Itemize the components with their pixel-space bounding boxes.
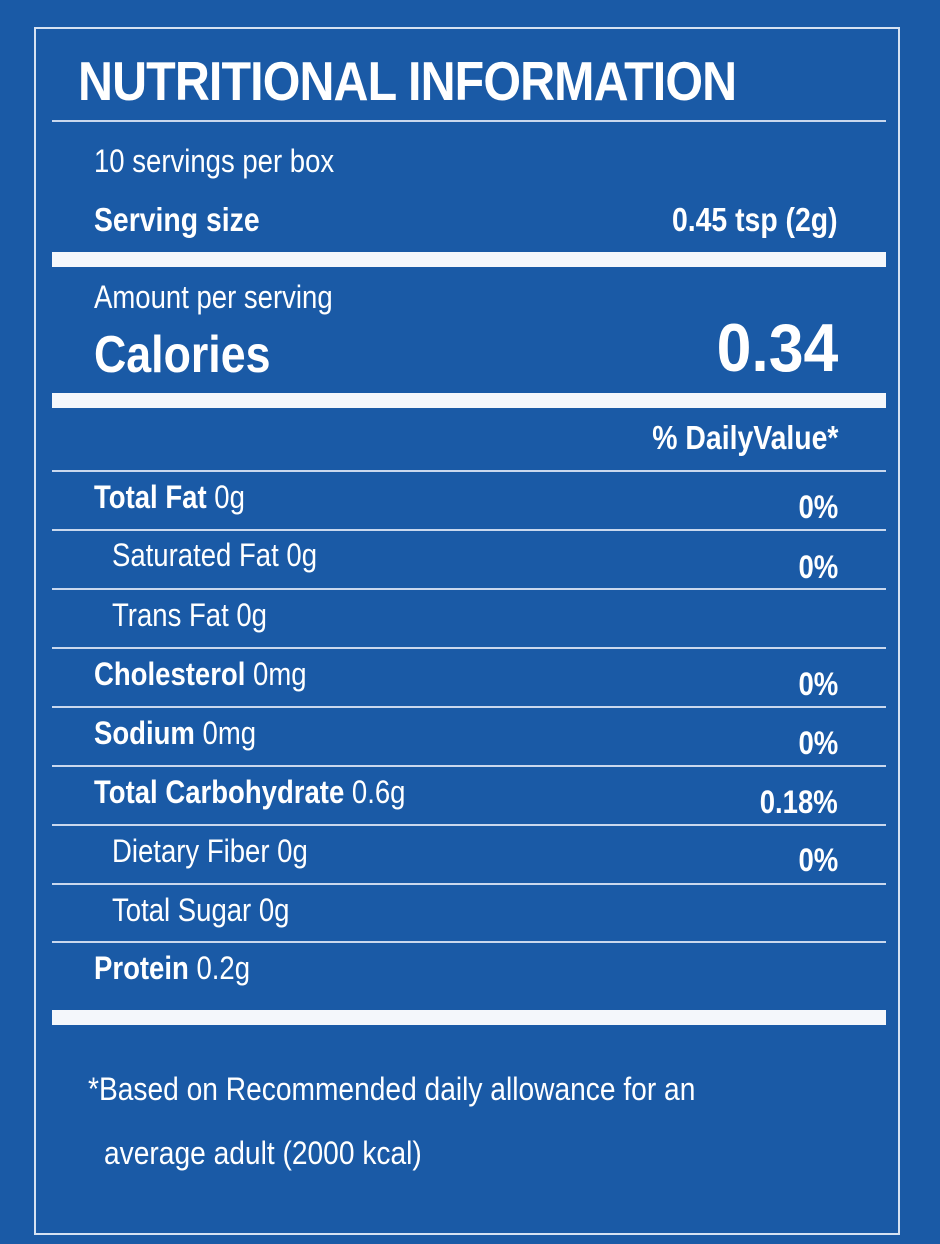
- divider: [52, 120, 886, 122]
- nutrient-dv: 0%: [798, 842, 838, 878]
- servings-per-box: 10 servings per box: [94, 143, 335, 179]
- nutrient-row-total-fat: Total Fat 0g: [94, 479, 245, 516]
- nutrient-amount: 0g: [236, 597, 267, 633]
- nutrient-name: Dietary Fiber: [112, 833, 270, 869]
- divider: [52, 765, 886, 767]
- divider: [52, 706, 886, 708]
- divider: [52, 941, 886, 943]
- nutrient-name: Cholesterol: [94, 656, 246, 692]
- divider: [52, 883, 886, 885]
- nutrient-row-dietary-fiber: Dietary Fiber 0g: [112, 833, 308, 870]
- nutrient-name: Protein: [94, 950, 189, 986]
- serving-size-value: 0.45 tsp (2g): [672, 201, 838, 238]
- nutrient-dv: 0%: [798, 666, 838, 702]
- nutrient-row-total-carbohydrate: Total Carbohydrate 0.6g: [94, 774, 405, 811]
- nutrient-row-trans-fat: Trans Fat 0g: [112, 597, 267, 634]
- nutrient-amount: 0g: [258, 892, 290, 928]
- nutrition-panel: NUTRITIONAL INFORMATION 10 servings per …: [34, 27, 900, 1235]
- nutrient-name: Saturated Fat: [112, 537, 279, 573]
- nutrient-name: Total Carbohydrate: [94, 774, 345, 810]
- footnote-line-2: average adult (2000 kcal): [104, 1135, 422, 1171]
- nutrient-dv: 0.18%: [759, 784, 838, 820]
- nutrient-name: Total Fat: [94, 479, 207, 515]
- footnote-line-1: *Based on Recommended daily allowance fo…: [88, 1071, 696, 1107]
- nutrient-amount: 0g: [214, 479, 245, 515]
- nutrient-amount: 0g: [277, 833, 308, 869]
- divider: [52, 588, 886, 590]
- nutrient-name: Sodium: [94, 715, 195, 751]
- nutrient-amount: 0.6g: [351, 774, 406, 810]
- daily-value-header: % DailyValue*: [651, 419, 838, 456]
- calories-label: Calories: [94, 326, 271, 384]
- nutrient-dv: 0%: [798, 489, 838, 525]
- divider: [52, 824, 886, 826]
- nutrient-dv: 0%: [798, 725, 838, 761]
- nutrient-row-cholesterol: Cholesterol 0mg: [94, 656, 307, 693]
- nutrient-name: Total Sugar: [112, 892, 252, 928]
- label-title: NUTRITIONAL INFORMATION: [78, 50, 737, 112]
- nutrient-name: Trans Fat: [112, 597, 229, 633]
- nutrient-row-sodium: Sodium 0mg: [94, 715, 256, 752]
- calories-value: 0.34: [716, 310, 838, 386]
- nutrient-amount: 0.2g: [196, 950, 251, 986]
- nutrient-row-protein: Protein 0.2g: [94, 950, 250, 987]
- nutrient-dv: 0%: [798, 549, 838, 585]
- nutrient-row-total-sugar: Total Sugar 0g: [112, 892, 289, 929]
- nutrient-amount: 0mg: [253, 656, 307, 692]
- thick-divider: [52, 393, 886, 408]
- thick-divider: [52, 252, 886, 267]
- nutrient-row-saturated-fat: Saturated Fat 0g: [112, 537, 317, 574]
- divider: [52, 647, 886, 649]
- divider: [52, 470, 886, 472]
- amount-per-serving: Amount per serving: [94, 279, 333, 315]
- divider: [52, 529, 886, 531]
- thick-divider: [52, 1010, 886, 1025]
- nutrient-amount: 0mg: [202, 715, 257, 751]
- nutrient-amount: 0g: [286, 537, 318, 573]
- serving-size-label: Serving size: [94, 201, 260, 238]
